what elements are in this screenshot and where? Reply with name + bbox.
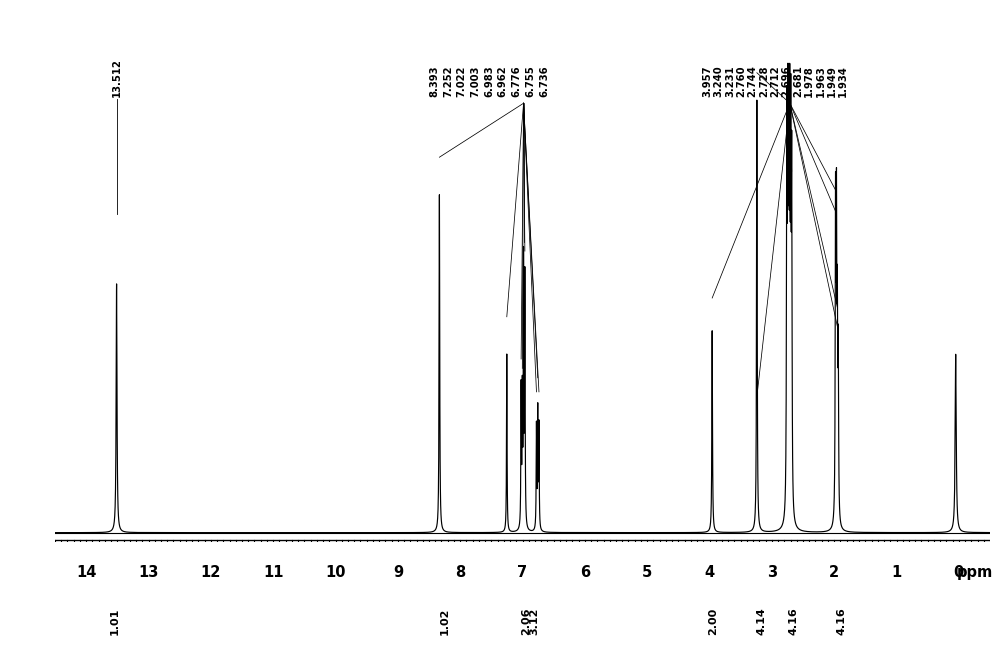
Text: 0: 0 — [954, 566, 964, 581]
Text: 4.16: 4.16 — [837, 608, 847, 635]
Text: 6.736: 6.736 — [539, 66, 549, 97]
Text: 2.696: 2.696 — [782, 66, 792, 97]
Text: 2.681: 2.681 — [793, 65, 803, 97]
Text: 5: 5 — [642, 566, 652, 581]
Text: 1.949: 1.949 — [827, 65, 837, 97]
Text: 9: 9 — [393, 566, 403, 581]
Text: 4: 4 — [704, 566, 715, 581]
Text: 3: 3 — [767, 566, 777, 581]
Text: ppm: ppm — [957, 566, 993, 581]
Text: 1.978: 1.978 — [804, 66, 814, 97]
Text: 2.712: 2.712 — [770, 66, 780, 97]
Text: 6.755: 6.755 — [525, 66, 535, 97]
Text: 8.393: 8.393 — [429, 66, 439, 97]
Text: 1.01: 1.01 — [109, 608, 119, 635]
Text: 3.957: 3.957 — [702, 66, 712, 97]
Text: 3.12: 3.12 — [529, 608, 539, 635]
Text: 2.728: 2.728 — [759, 66, 769, 97]
Text: 7.252: 7.252 — [443, 66, 453, 97]
Text: 4.16: 4.16 — [789, 608, 799, 635]
Text: 2.760: 2.760 — [736, 66, 746, 97]
Text: 3.231: 3.231 — [725, 66, 735, 97]
Text: 13: 13 — [138, 566, 159, 581]
Text: 10: 10 — [325, 566, 346, 581]
Text: 6: 6 — [580, 566, 590, 581]
Text: 13.512: 13.512 — [112, 58, 122, 97]
Text: 12: 12 — [201, 566, 221, 581]
Text: 6.962: 6.962 — [498, 66, 508, 97]
Text: 7.003: 7.003 — [470, 66, 480, 97]
Text: 2: 2 — [829, 566, 839, 581]
Text: 2.744: 2.744 — [748, 65, 758, 97]
Text: 6.776: 6.776 — [512, 66, 522, 97]
Text: 2.00: 2.00 — [708, 608, 718, 635]
Text: 7.022: 7.022 — [457, 66, 467, 97]
Text: 14: 14 — [76, 566, 96, 581]
Text: 11: 11 — [263, 566, 283, 581]
Text: 1: 1 — [891, 566, 902, 581]
Text: 8: 8 — [455, 566, 465, 581]
Text: 7: 7 — [517, 566, 528, 581]
Text: 6.983: 6.983 — [484, 66, 494, 97]
Text: 1.02: 1.02 — [440, 608, 450, 635]
Text: 1.934: 1.934 — [838, 65, 848, 97]
Text: 1.963: 1.963 — [816, 66, 826, 97]
Text: 4.14: 4.14 — [757, 608, 767, 635]
Text: 2.06: 2.06 — [522, 608, 532, 635]
Text: 3.240: 3.240 — [714, 66, 724, 97]
